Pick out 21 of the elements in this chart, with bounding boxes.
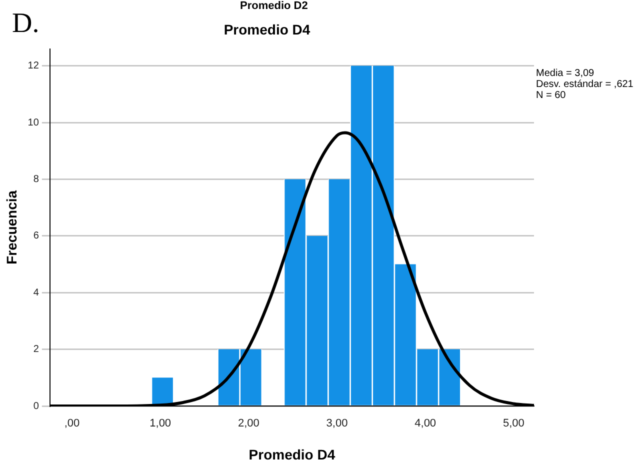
chart-title: Promedio D4 xyxy=(224,21,310,38)
y-tick-label: 10 xyxy=(28,117,40,128)
x-tick-label: 1,00 xyxy=(150,418,172,430)
text: D. xyxy=(12,8,40,40)
x-tick-label: ,00 xyxy=(64,418,80,430)
x-tick-label: 5,00 xyxy=(502,418,524,430)
text: Promedio D2 xyxy=(240,0,308,12)
y-tick-label: 2 xyxy=(33,344,40,356)
y-tick-label: 8 xyxy=(33,174,40,185)
y-tick-label: 12 xyxy=(28,60,40,72)
y-axis-title: Frecuencia xyxy=(3,190,20,264)
x-tick-label: 4,00 xyxy=(414,418,436,430)
y-tick-label: 0 xyxy=(33,400,40,412)
x-axis-title: Promedio D4 xyxy=(248,446,336,462)
text: Media = 3,09 xyxy=(536,68,596,79)
y-tick-label: 4 xyxy=(33,287,40,298)
x-tick-label: 2,00 xyxy=(238,418,260,430)
text: N = 60 xyxy=(536,90,567,101)
x-tick-label: 3,00 xyxy=(326,418,348,430)
text: Desv. estándar = ,621 xyxy=(536,79,634,90)
y-tick-label: 6 xyxy=(33,230,40,242)
